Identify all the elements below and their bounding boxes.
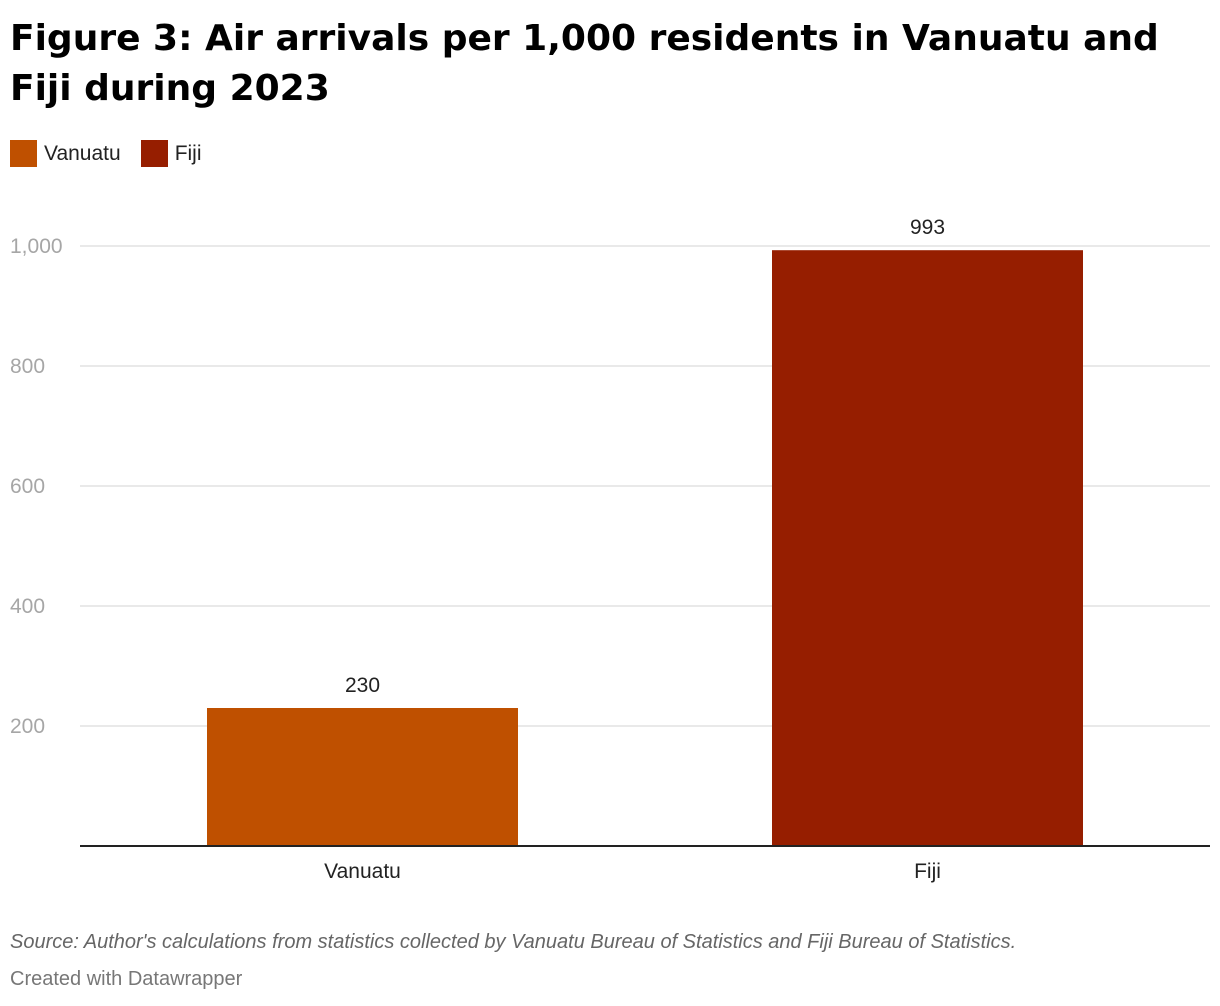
legend-swatch-fiji — [140, 140, 168, 167]
source-note: Source: Author's calculations from stati… — [10, 931, 1017, 953]
chart-title: Figure 3: Air arrivals per 1,000 residen… — [10, 18, 1159, 109]
legend-label-vanuatu: Vanuatu — [44, 141, 121, 165]
data-label: 230 — [345, 674, 380, 697]
datawrapper-credit: Created with Datawrapper — [10, 968, 243, 990]
y-tick-label: 200 — [10, 715, 45, 738]
y-tick-label: 800 — [10, 355, 45, 378]
data-label: 993 — [910, 216, 945, 239]
x-tick-label: Fiji — [914, 860, 941, 883]
chart-legend: Vanuatu Fiji — [10, 140, 202, 167]
bar-fiji — [772, 250, 1083, 846]
bar-vanuatu — [207, 708, 518, 846]
legend-item-fiji: Fiji — [140, 140, 202, 167]
legend-swatch-vanuatu — [10, 140, 37, 167]
legend-item-vanuatu: Vanuatu — [10, 140, 121, 167]
y-tick-label: 400 — [10, 595, 45, 618]
legend-label-fiji: Fiji — [174, 141, 202, 165]
bar-chart: 200 400 600 800 1,000 230 Vanuatu 993 Fiji — [10, 216, 1210, 883]
x-tick-label: Vanuatu — [324, 860, 401, 883]
y-tick-label: 600 — [10, 475, 45, 498]
y-tick-label: 1,000 — [10, 235, 63, 258]
